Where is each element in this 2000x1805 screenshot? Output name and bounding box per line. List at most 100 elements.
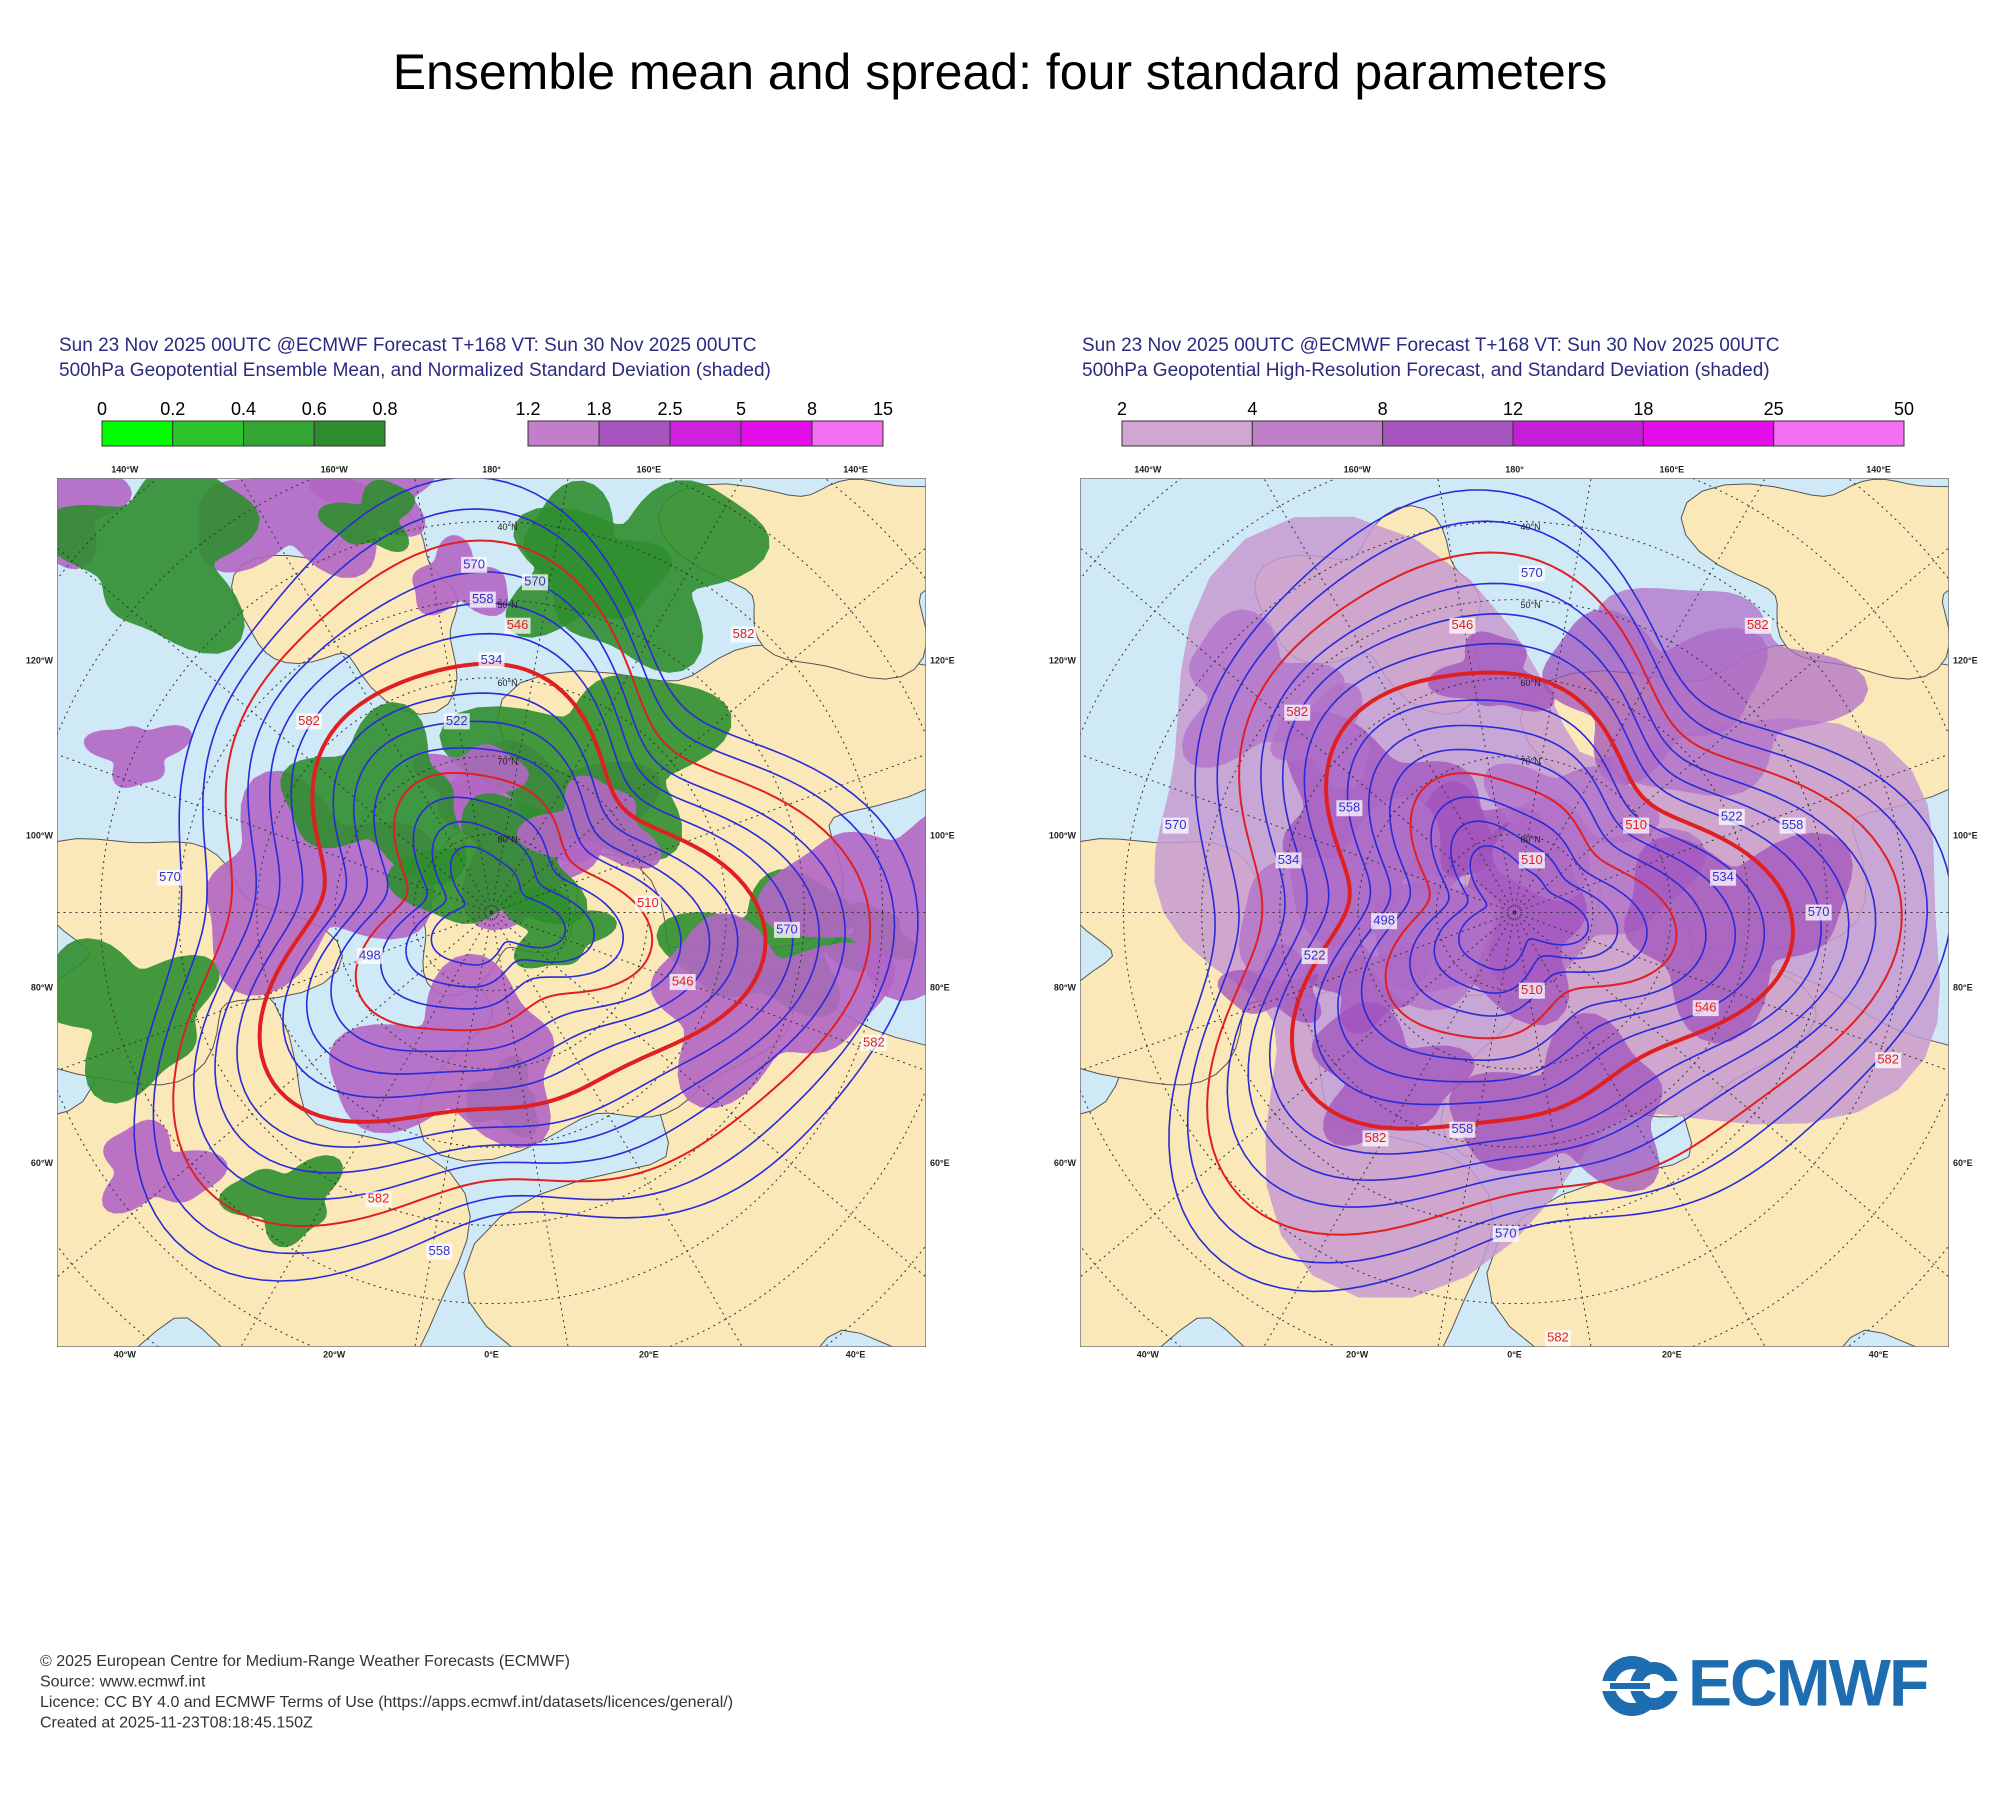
contour-label: 558 bbox=[1452, 1121, 1474, 1136]
contour-label: 510 bbox=[1521, 852, 1543, 867]
colorbar-tick-label: 0.6 bbox=[302, 399, 327, 419]
contour-label: 510 bbox=[1521, 982, 1543, 997]
longitude-label: 100°W bbox=[1049, 830, 1077, 840]
longitude-label: 60°W bbox=[31, 1158, 54, 1168]
colorbar-tick-label: 50 bbox=[1894, 399, 1914, 419]
longitude-label: 160°E bbox=[636, 464, 661, 474]
contour-label: 558 bbox=[1339, 800, 1361, 815]
longitude-label: 40°W bbox=[1137, 1349, 1160, 1359]
longitude-label: 80°W bbox=[1054, 982, 1077, 992]
footer-line: Licence: CC BY 4.0 and ECMWF Terms of Us… bbox=[40, 1694, 733, 1711]
longitude-label: 20°E bbox=[1662, 1349, 1682, 1359]
contour-label: 570 bbox=[1808, 904, 1830, 919]
colorbar-tick-label: 0.8 bbox=[372, 399, 397, 419]
longitude-label: 60°E bbox=[930, 1158, 950, 1168]
longitude-label: 180° bbox=[1505, 464, 1524, 474]
contour-label: 510 bbox=[637, 895, 659, 910]
colorbar-segment bbox=[741, 421, 812, 446]
longitude-label: 60°W bbox=[1054, 1158, 1077, 1168]
colorbar-segment bbox=[1513, 421, 1643, 446]
contour-label: 558 bbox=[429, 1243, 451, 1258]
colorbar-tick-label: 12 bbox=[1503, 399, 1523, 419]
colorbar-segment bbox=[599, 421, 670, 446]
longitude-label: 80°W bbox=[31, 982, 54, 992]
colorbar-tick-label: 0.2 bbox=[160, 399, 185, 419]
page-title: Ensemble mean and spread: four standard … bbox=[393, 44, 1608, 100]
panel-header: 500hPa Geopotential High-Resolution Fore… bbox=[1082, 360, 1770, 381]
contour-label: 534 bbox=[1278, 852, 1300, 867]
longitude-label: 120°W bbox=[26, 656, 54, 666]
latitude-label: 30°N bbox=[498, 444, 518, 454]
contour-label: 558 bbox=[1782, 817, 1804, 832]
contour-label: 582 bbox=[1286, 704, 1308, 719]
colorbar-tick-label: 4 bbox=[1247, 399, 1257, 419]
longitude-label: 160°E bbox=[1659, 464, 1684, 474]
colorbar-tick-label: 5 bbox=[736, 399, 746, 419]
colorbar-tick-label: 2 bbox=[1117, 399, 1127, 419]
contour-label: 570 bbox=[1495, 1225, 1517, 1240]
colorbar-segment bbox=[102, 421, 173, 446]
panel-header: 500hPa Geopotential Ensemble Mean, and N… bbox=[59, 360, 771, 381]
footer-line: © 2025 European Centre for Medium-Range … bbox=[40, 1653, 570, 1670]
colorbar-tick-label: 25 bbox=[1764, 399, 1784, 419]
footer-line: Source: www.ecmwf.int bbox=[40, 1674, 206, 1691]
contour-label: 582 bbox=[368, 1191, 390, 1206]
latitude-label: 80°N bbox=[498, 835, 518, 845]
contour-label: 546 bbox=[507, 617, 529, 632]
longitude-label: 140°E bbox=[843, 464, 868, 474]
contour-label: 582 bbox=[863, 1034, 885, 1049]
logo: ECMWF bbox=[1598, 1645, 1927, 1719]
latitude-label: 70°N bbox=[498, 756, 518, 766]
logo-icon bbox=[1610, 1683, 1650, 1689]
logo-text: ECMWF bbox=[1688, 1645, 1927, 1719]
longitude-label: 140°W bbox=[111, 464, 139, 474]
contour-label: 534 bbox=[1712, 869, 1734, 884]
contour-label: 558 bbox=[472, 591, 494, 606]
colorbar-segment bbox=[314, 421, 385, 446]
latitude-label: 40°N bbox=[1521, 522, 1541, 532]
colorbar-segment bbox=[244, 421, 315, 446]
longitude-label: 180° bbox=[482, 464, 501, 474]
longitude-label: 100°W bbox=[26, 830, 54, 840]
colorbar-segment bbox=[812, 421, 883, 446]
colorbar-segment bbox=[1774, 421, 1904, 446]
longitude-label: 40°W bbox=[114, 1349, 137, 1359]
contour-label: 570 bbox=[776, 921, 798, 936]
longitude-label: 160°W bbox=[1344, 464, 1372, 474]
contour-label: 582 bbox=[1877, 1052, 1899, 1067]
longitude-label: 20°E bbox=[639, 1349, 659, 1359]
colorbar-tick-label: 0.4 bbox=[231, 399, 256, 419]
contour-label: 546 bbox=[672, 973, 694, 988]
colorbar-tick-label: 1.2 bbox=[515, 399, 540, 419]
contour-label: 582 bbox=[1365, 1130, 1387, 1145]
longitude-label: 120°E bbox=[930, 656, 955, 666]
contour-label: 570 bbox=[524, 574, 546, 589]
colorbar-tick-label: 1.8 bbox=[586, 399, 611, 419]
longitude-label: 140°W bbox=[1134, 464, 1162, 474]
panel-header: Sun 23 Nov 2025 00UTC @ECMWF Forecast T+… bbox=[1082, 335, 1779, 356]
colorbar-tick-label: 8 bbox=[1378, 399, 1388, 419]
contour-label: 546 bbox=[1695, 1000, 1717, 1015]
latitude-label: 80°N bbox=[1521, 835, 1541, 845]
contour-label: 582 bbox=[298, 713, 320, 728]
latitude-label: 60°N bbox=[1521, 678, 1541, 688]
longitude-label: 80°E bbox=[930, 982, 950, 992]
longitude-label: 40°E bbox=[1869, 1349, 1889, 1359]
footer-line: Created at 2025-11-23T08:18:45.150Z bbox=[40, 1715, 313, 1732]
contour-label: 570 bbox=[1521, 565, 1543, 580]
longitude-label: 140°E bbox=[1866, 464, 1891, 474]
contour-label: 546 bbox=[1452, 617, 1474, 632]
latitude-label: 50°N bbox=[1521, 600, 1541, 610]
colorbar-segment bbox=[1383, 421, 1513, 446]
longitude-label: 0°E bbox=[484, 1349, 499, 1359]
longitude-label: 100°E bbox=[1953, 830, 1978, 840]
contour-label: 498 bbox=[1373, 913, 1395, 928]
longitude-label: 20°W bbox=[1346, 1349, 1369, 1359]
longitude-label: 40°E bbox=[846, 1349, 866, 1359]
longitude-label: 60°E bbox=[1953, 1158, 1973, 1168]
colorbar-tick-label: 18 bbox=[1633, 399, 1653, 419]
longitude-label: 20°W bbox=[323, 1349, 346, 1359]
colorbar-segment bbox=[670, 421, 741, 446]
